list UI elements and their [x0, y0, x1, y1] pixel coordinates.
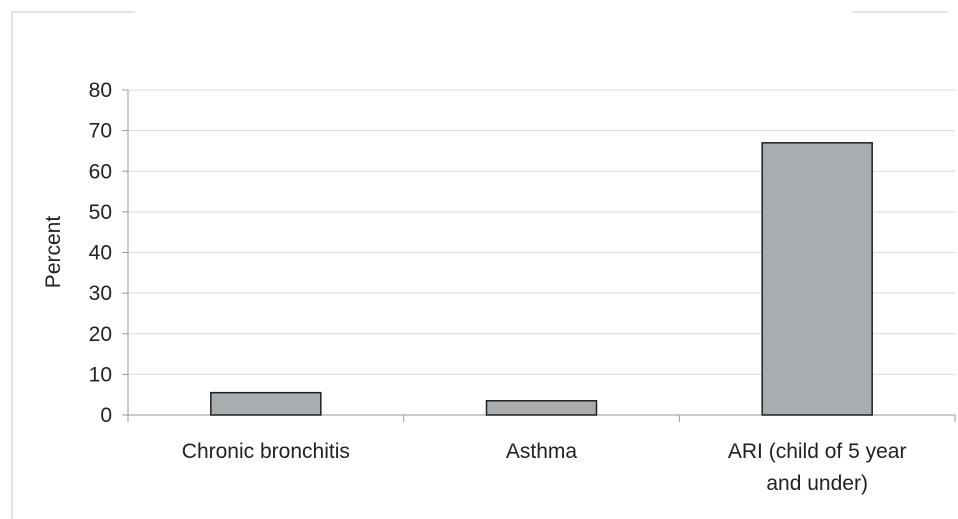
y-tick-label: 30 — [89, 282, 112, 305]
bars — [210, 142, 873, 416]
y-tick-label: 10 — [89, 363, 112, 386]
category-labels: Chronic bronchitis Asthma ARI (child of 5 … — [182, 440, 907, 495]
y-tick-label: 40 — [89, 242, 112, 265]
y-tick-label: 50 — [89, 201, 112, 224]
category-label: Chronic bronchitis — [182, 440, 350, 463]
y-axis-title: Percent — [42, 216, 65, 289]
y-tick-label: 80 — [89, 79, 112, 102]
bar-1 — [485, 400, 598, 416]
category-label: and under) — [766, 472, 868, 495]
bar-0 — [210, 391, 322, 416]
category-label: Asthma — [506, 440, 578, 463]
y-tick-labels: 0 10 20 30 40 50 60 70 80 — [89, 79, 112, 427]
y-tick-label: 60 — [89, 160, 112, 183]
y-tick-label: 70 — [89, 120, 112, 143]
figure-frame — [11, 11, 948, 519]
category-label: ARI (child of 5 year — [728, 440, 907, 463]
y-tick-label: 0 — [100, 404, 112, 427]
y-tick-label: 20 — [89, 323, 112, 346]
bar-2 — [761, 142, 873, 416]
gridlines — [128, 89, 955, 375]
